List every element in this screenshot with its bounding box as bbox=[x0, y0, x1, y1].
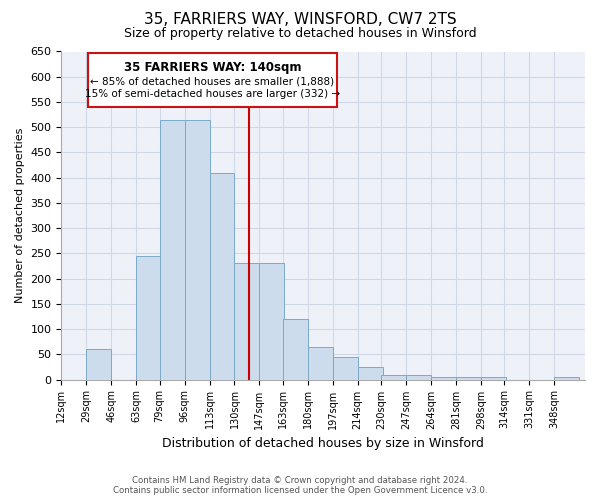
Bar bbox=[235, 264, 259, 380]
Text: ← 85% of detached houses are smaller (1,888): ← 85% of detached houses are smaller (1,… bbox=[91, 77, 335, 87]
FancyBboxPatch shape bbox=[88, 52, 337, 107]
Bar bbox=[554, 377, 579, 380]
Bar bbox=[283, 319, 308, 380]
Bar bbox=[358, 367, 383, 380]
Bar bbox=[406, 374, 431, 380]
Text: 15% of semi-detached houses are larger (332) →: 15% of semi-detached houses are larger (… bbox=[85, 90, 340, 100]
Bar bbox=[185, 120, 209, 380]
Text: 35, FARRIERS WAY, WINSFORD, CW7 2TS: 35, FARRIERS WAY, WINSFORD, CW7 2TS bbox=[143, 12, 457, 28]
Bar bbox=[136, 256, 161, 380]
Bar bbox=[456, 377, 481, 380]
Bar bbox=[333, 357, 358, 380]
Text: Contains HM Land Registry data © Crown copyright and database right 2024.
Contai: Contains HM Land Registry data © Crown c… bbox=[113, 476, 487, 495]
Bar bbox=[259, 264, 284, 380]
Y-axis label: Number of detached properties: Number of detached properties bbox=[15, 128, 25, 303]
Bar bbox=[160, 120, 185, 380]
Bar bbox=[481, 377, 506, 380]
Bar bbox=[381, 374, 406, 380]
Bar bbox=[209, 172, 235, 380]
Text: 35 FARRIERS WAY: 140sqm: 35 FARRIERS WAY: 140sqm bbox=[124, 61, 301, 74]
Bar bbox=[86, 350, 111, 380]
Bar bbox=[308, 347, 333, 380]
X-axis label: Distribution of detached houses by size in Winsford: Distribution of detached houses by size … bbox=[162, 437, 484, 450]
Bar bbox=[431, 377, 456, 380]
Text: Size of property relative to detached houses in Winsford: Size of property relative to detached ho… bbox=[124, 28, 476, 40]
